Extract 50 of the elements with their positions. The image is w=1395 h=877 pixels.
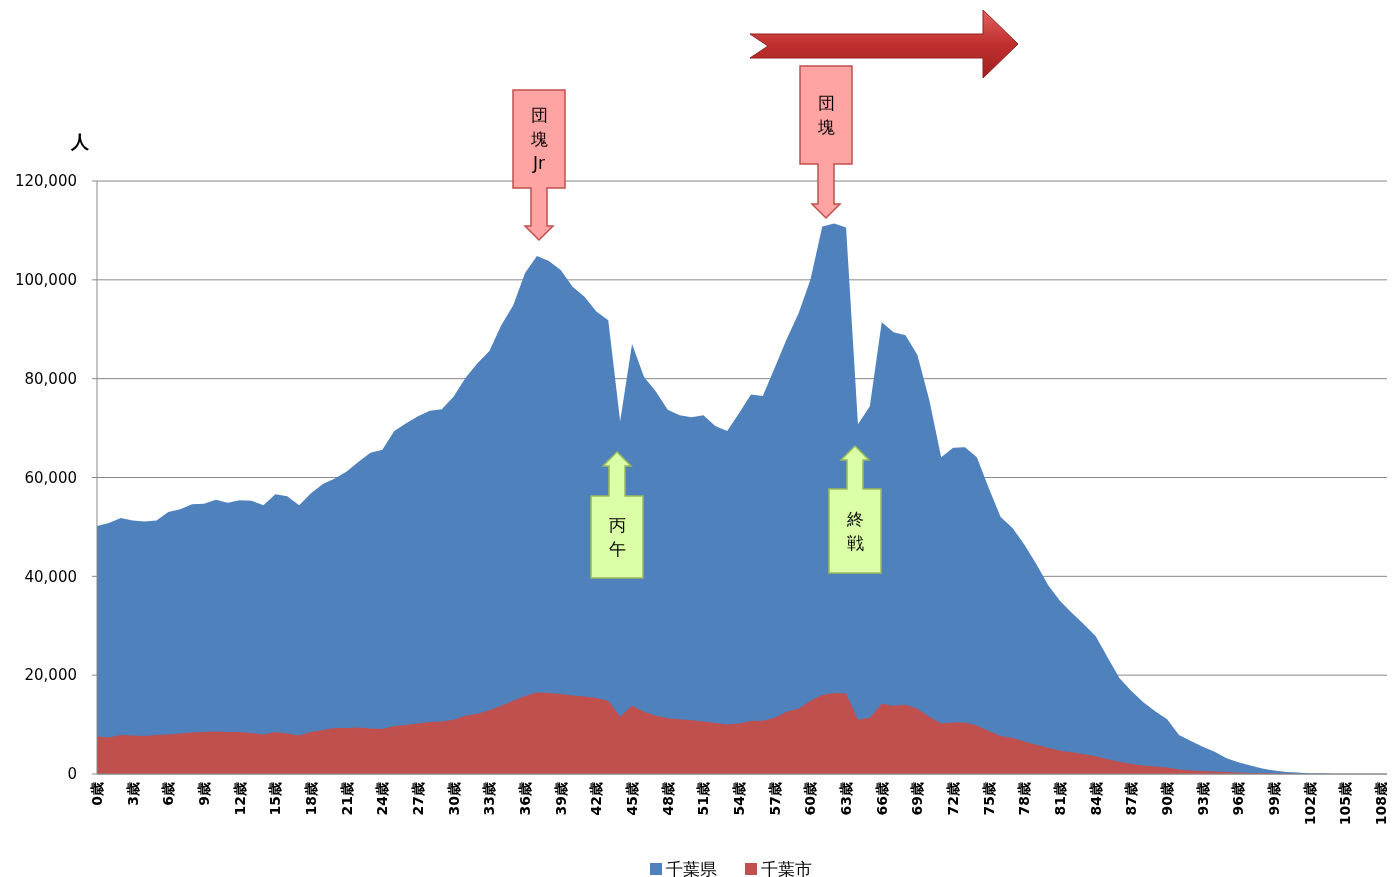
x-tick-label: 24歳: [374, 782, 391, 816]
x-tick-label: 78歳: [1016, 782, 1033, 816]
x-tick-label: 33歳: [481, 782, 498, 816]
text: 団塊: [816, 92, 835, 137]
x-tick-label: 18歳: [302, 782, 319, 816]
text: 団塊Jr: [529, 104, 548, 173]
x-tick-label: 39歳: [552, 782, 569, 816]
x-tick-label: 45歳: [623, 782, 640, 816]
x-tick-label: 42歳: [588, 782, 605, 816]
y-tick-label: 40,000: [24, 567, 77, 586]
x-tick-label: 48歳: [659, 782, 676, 816]
x-tick-label: 96歳: [1230, 782, 1247, 816]
y-tick-label: 0: [67, 765, 77, 784]
x-tick-label: 90歳: [1158, 782, 1175, 816]
y-tick-label: 60,000: [24, 468, 77, 487]
y-tick-label: 20,000: [24, 666, 77, 685]
x-tick-label: 30歳: [445, 782, 462, 816]
annotation: 丙午: [608, 514, 626, 559]
y-tick-label: 120,000: [14, 172, 77, 191]
x-tick-label: 105歳: [1337, 782, 1354, 826]
annotation: 終戦: [845, 508, 864, 553]
x-tick-label: 54歳: [730, 782, 747, 816]
x-tick-label: 0歳: [88, 782, 105, 806]
x-tick-label: 57歳: [766, 782, 783, 816]
x-tick-label: 93歳: [1194, 782, 1211, 816]
x-tick-label: 66歳: [873, 782, 890, 816]
x-tick-label: 87歳: [1123, 782, 1140, 816]
x-tick-label: 21歳: [338, 782, 355, 816]
x-tick-label: 99歳: [1266, 782, 1282, 816]
x-tick-label: 6歳: [160, 782, 177, 806]
legend-label: 千葉市: [761, 858, 812, 877]
x-tick-label: 84歳: [1087, 782, 1104, 816]
x-tick-label: 63歳: [837, 782, 854, 816]
x-tick-label: 9歳: [195, 782, 212, 806]
x-tick-label: 15歳: [267, 782, 284, 816]
legend-label: 千葉県: [666, 858, 717, 877]
x-tick-label: 75歳: [980, 782, 997, 816]
x-tick-label: 72歳: [944, 782, 961, 816]
y-axis-title: 人: [70, 131, 90, 152]
y-tick-label: 100,000: [14, 271, 77, 290]
x-tick-label: 81歳: [1051, 782, 1068, 816]
x-tick-label: 69歳: [909, 782, 926, 816]
x-tick-label: 27歳: [409, 782, 426, 816]
x-tick-label: 3歳: [124, 782, 141, 806]
x-tick-label: 36歳: [516, 782, 533, 816]
x-tick-label: 60歳: [802, 782, 819, 816]
y-tick-label: 80,000: [24, 369, 77, 388]
x-tick-label: 102歳: [1301, 782, 1318, 826]
x-tick-label: 51歳: [695, 782, 712, 816]
x-tick-label: 12歳: [231, 782, 248, 816]
